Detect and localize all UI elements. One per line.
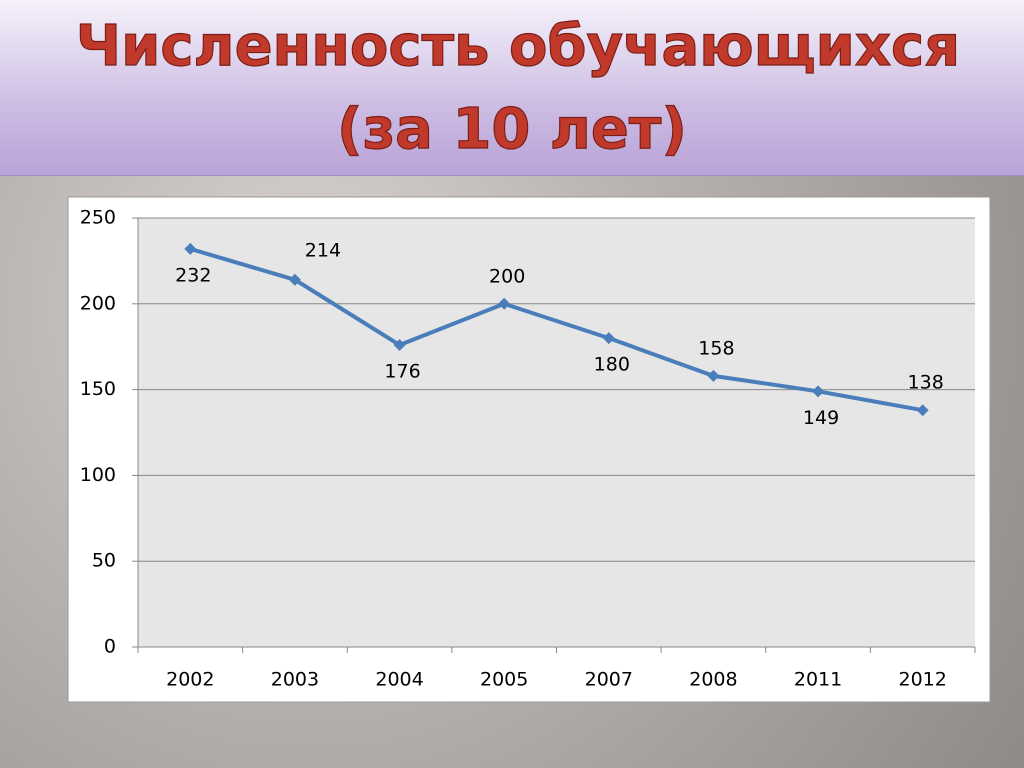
chart-subtitle: (за 10 лет) [337, 97, 687, 162]
marker [498, 297, 511, 310]
chart-title: Численность обучающихся [76, 14, 960, 79]
marker [707, 369, 720, 382]
marker [184, 242, 197, 255]
data-label: 232 [175, 264, 211, 286]
header [0, 0, 1024, 176]
y-tick-label: 150 [80, 378, 116, 400]
plot-area [138, 218, 975, 647]
y-tick-label: 100 [80, 464, 116, 486]
data-label: 176 [384, 360, 420, 382]
data-label: 200 [489, 265, 525, 287]
marker [393, 338, 406, 351]
x-tick-label: 2008 [689, 669, 737, 691]
data-label: 138 [908, 372, 944, 394]
data-label: 214 [305, 239, 341, 261]
x-tick-label: 2011 [794, 669, 842, 691]
y-tick-label: 250 [80, 207, 116, 229]
y-tick-label: 200 [80, 292, 116, 314]
data-label: 180 [594, 354, 630, 376]
y-tick-label: 0 [104, 636, 116, 658]
marker [288, 273, 301, 286]
y-tick-label: 50 [92, 550, 116, 572]
x-tick-label: 2002 [166, 669, 214, 691]
marker [602, 332, 615, 345]
line [189, 246, 924, 413]
x-tick-label: 2007 [585, 669, 633, 691]
x-tick-label: 2004 [375, 669, 423, 691]
x-tick-label: 2012 [899, 669, 947, 691]
x-tick-label: 2003 [271, 669, 319, 691]
marker [812, 385, 825, 398]
data-label: 149 [803, 407, 839, 429]
data-label: 158 [698, 337, 734, 359]
marker [916, 404, 929, 417]
x-tick-label: 2005 [480, 669, 528, 691]
